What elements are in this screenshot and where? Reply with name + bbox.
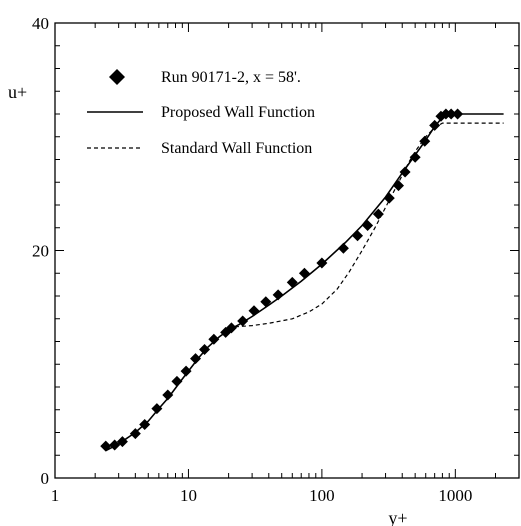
data-point [362, 219, 374, 231]
data-point [180, 365, 192, 377]
data-point [237, 315, 249, 327]
data-point [162, 389, 174, 401]
data-point [383, 192, 395, 204]
markers [100, 108, 464, 452]
data-point [429, 119, 441, 131]
data-point [392, 180, 404, 192]
data-point [445, 108, 457, 120]
legend-entry-label: Standard Wall Function [161, 140, 312, 157]
data-point [409, 151, 421, 163]
data-point [129, 428, 141, 440]
data-point [316, 257, 328, 269]
data-point [399, 166, 411, 178]
data-point [419, 135, 431, 147]
data-point [298, 267, 310, 279]
data-point [452, 108, 464, 120]
y-tick-label: 40 [32, 14, 49, 33]
data-point [199, 343, 211, 355]
x-tick-label: 100 [309, 486, 335, 505]
data-point [116, 436, 128, 448]
data-point [260, 296, 272, 308]
data-point [372, 208, 384, 220]
data-point [272, 289, 284, 301]
data-point [352, 230, 364, 242]
legend-marker-diamond [109, 69, 125, 85]
axis-tick-labels: 1 10 100 1000 0 20 40 [32, 14, 472, 505]
standard-wall-function-line [228, 122, 504, 331]
data-point [208, 333, 220, 345]
data-point [286, 276, 298, 288]
data-point [139, 419, 151, 431]
data-point [190, 353, 202, 365]
legend: Run 90171-2, x = 58'. Proposed Wall Funct… [87, 69, 315, 157]
data-point [248, 305, 260, 317]
y-tick-label: 0 [41, 469, 50, 488]
curves [105, 113, 504, 452]
plot-frame [54, 22, 520, 479]
y-tick-label: 20 [32, 242, 49, 261]
legend-entry-label: Proposed Wall Function [161, 104, 315, 121]
data-point [151, 403, 163, 415]
axis-ticks [54, 22, 520, 479]
x-tick-label: 1000 [438, 486, 472, 505]
x-axis-label: y+ [388, 508, 407, 526]
x-tick-label: 10 [180, 486, 197, 505]
data-point [337, 242, 349, 254]
data-point [171, 375, 183, 387]
proposed-wall-function-line [105, 113, 504, 452]
data-point [100, 440, 112, 452]
legend-entry-label: Run 90171-2, x = 58'. [161, 69, 301, 86]
data-point [225, 322, 237, 334]
data-point [109, 439, 121, 451]
x-tick-label: 1 [51, 486, 60, 505]
y-axis-label: u+ [8, 82, 27, 102]
